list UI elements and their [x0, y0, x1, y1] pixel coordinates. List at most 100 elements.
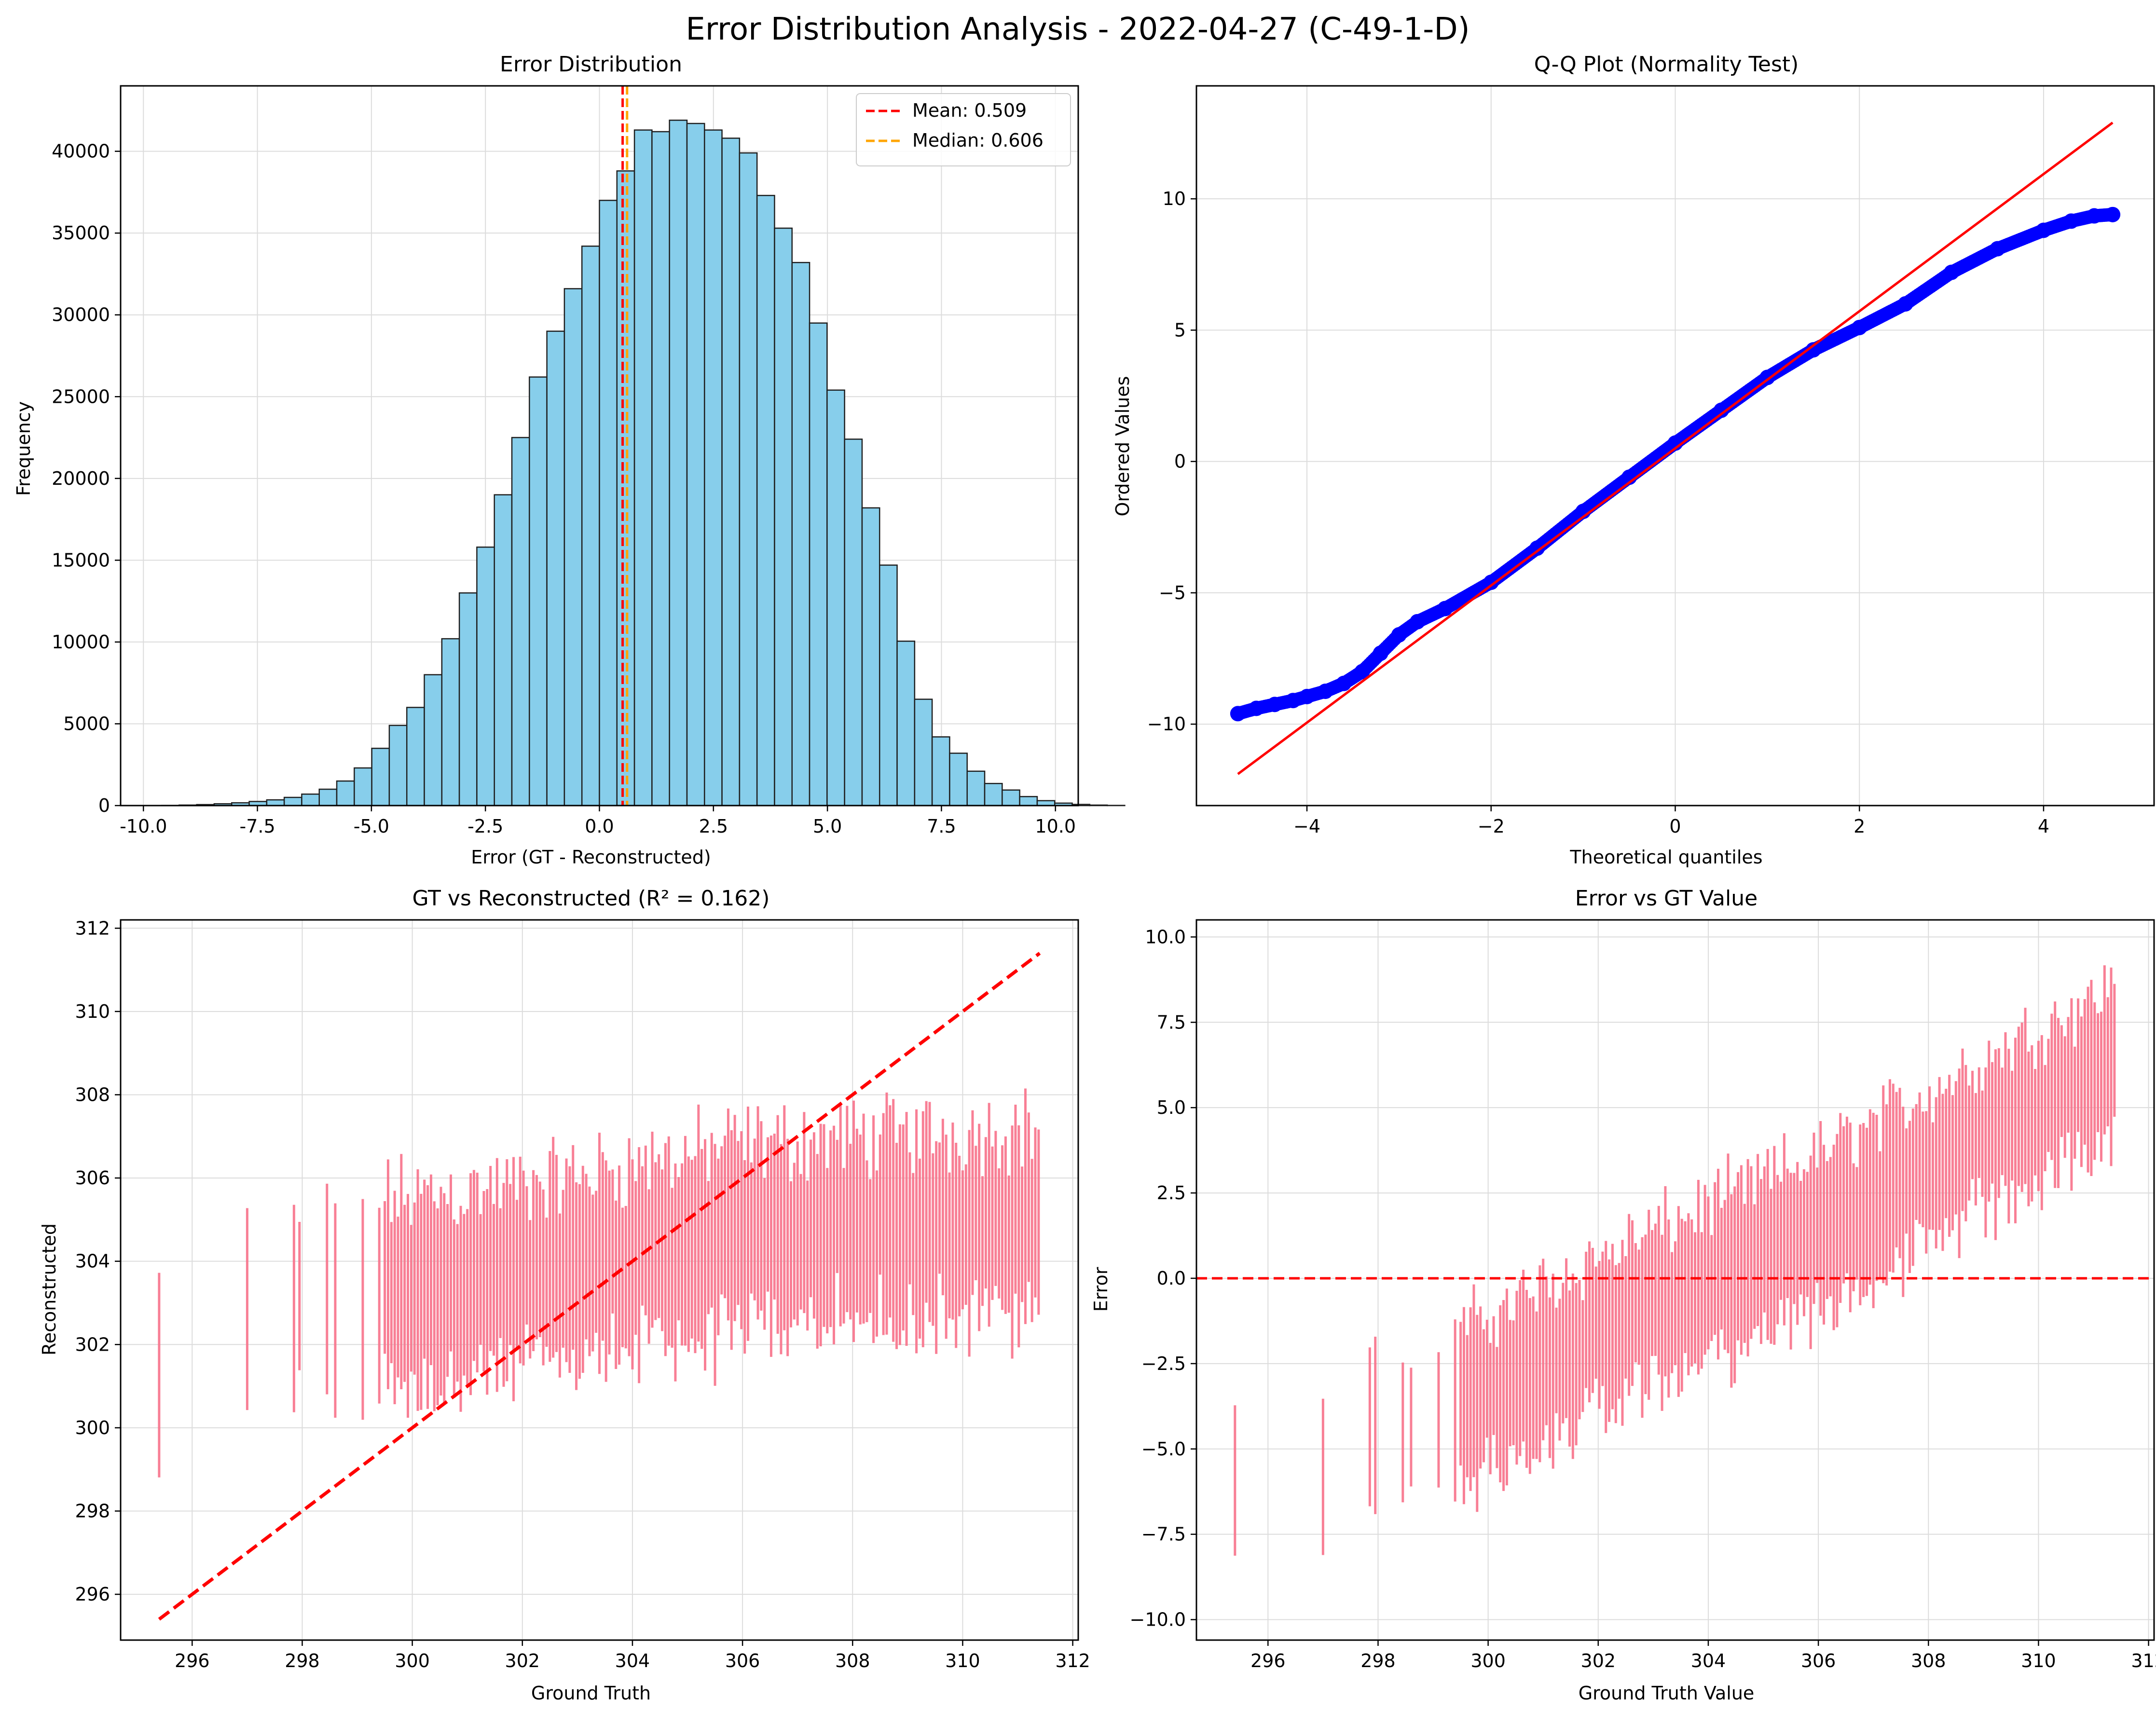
histogram-bar [458, 592, 478, 807]
gtrec-y-tick-label: 308 [75, 1084, 110, 1105]
histogram-bar [424, 674, 443, 807]
histogram-bar [616, 170, 635, 807]
x-axis-label-error: Error (GT - Reconstructed) [471, 847, 711, 868]
gtrec-x-tick-label: 300 [395, 1650, 430, 1671]
gtrec-y-tick-label: 304 [75, 1251, 110, 1272]
qq-x-tick-label: −2 [1478, 816, 1505, 837]
errgt-x-tick-label: 304 [1691, 1650, 1726, 1671]
errgt-series [1196, 965, 2154, 1556]
qq-plot-area: −4 −2 0 2 4 −10 −5 0 5 10 [1147, 85, 2155, 837]
qq-series [1230, 122, 2121, 775]
hist-y-tick-label: 20000 [52, 468, 110, 489]
errgt-y-tick-label: −2.5 [1141, 1353, 1186, 1374]
gt-vs-reconstructed-plot-area: 296 298 300 302 304 306 308 310 312 296 298 300 302 3… [75, 917, 1090, 1671]
gtrec-y-tick-label: 306 [75, 1167, 110, 1189]
identity-line [158, 952, 1041, 1621]
x-axis-label-ground-truth-value: Ground Truth Value [1579, 1683, 1755, 1704]
gtrec-x-tick-label: 304 [615, 1650, 650, 1671]
qq-point [1391, 627, 1407, 643]
errgt-x-tick-label: 302 [1581, 1650, 1616, 1671]
histogram-bar [529, 376, 548, 807]
hist-x-tick-label: -7.5 [239, 816, 275, 837]
hist-x-tick-label: 2.5 [699, 816, 728, 837]
histogram-bar [931, 736, 950, 807]
histogram-bar [721, 137, 741, 807]
histogram-bar [1089, 804, 1108, 807]
histogram-bar [826, 389, 845, 807]
histogram-bar [388, 725, 408, 807]
histogram-bar [266, 799, 285, 807]
histogram-bar [844, 438, 863, 807]
qq-point [1529, 540, 1545, 556]
hist-y-tick-label: 10000 [52, 631, 110, 653]
qq-point [1897, 296, 1913, 312]
histogram-bar [1036, 800, 1056, 807]
histogram-bar [476, 546, 495, 807]
hist-x-tick-label: -2.5 [467, 816, 503, 837]
y-axis-label-error: Error [1090, 1267, 1112, 1312]
histogram-bar [633, 129, 653, 807]
hist-y-tick-label: 25000 [52, 386, 110, 407]
hist-x-tick-label: 10.0 [1035, 816, 1076, 837]
gtrec-y-tick-label: 296 [75, 1584, 110, 1605]
histogram-bar [441, 638, 460, 807]
qq-x-tick-label: 2 [1854, 816, 1865, 837]
qq-point [2035, 222, 2051, 238]
hist-frame [120, 85, 1079, 807]
error-vs-gt-plot-area: 296 298 300 302 304 306 308 310 312 −10.0 −7.5 −5.0… [1130, 919, 2156, 1671]
x-axis-label-theoretical-quantiles: Theoretical quantiles [1569, 847, 1762, 868]
gtrec-y-tick-label: 298 [75, 1500, 110, 1521]
qq-fit-line [1237, 122, 2114, 775]
histogram-bar [1019, 796, 1038, 807]
qq-point [2086, 208, 2102, 224]
panel-title-qq-plot: Q-Q Plot (Normality Test) [1534, 52, 1799, 77]
qq-x-tick-label: 4 [2038, 816, 2049, 837]
hist-x-tick-label: 0.0 [585, 816, 614, 837]
qq-frame [1195, 85, 2155, 807]
qq-point [1249, 700, 1264, 716]
hist-y-tick-label: 5000 [63, 713, 110, 734]
gtrec-y-tick-label: 312 [75, 917, 110, 939]
gtrec-y-tick-label: 310 [75, 1001, 110, 1022]
panel-title-error-vs-gt: Error vs GT Value [1575, 886, 1758, 911]
histogram-bar [791, 261, 810, 807]
qq-point [1805, 342, 1821, 358]
qq-plot-panel: Q-Q Plot (Normality Test) Theoretical qu… [1112, 52, 2155, 868]
qq-y-tick-label: −10 [1147, 713, 1186, 735]
histogram-bar [669, 119, 688, 807]
errgt-x-tick-label: 296 [1250, 1650, 1286, 1671]
hist-x-tick-label: 5.0 [813, 816, 842, 837]
qq-point [1944, 264, 1960, 280]
histogram-bar [984, 782, 1003, 807]
qq-x-tick-label: −4 [1293, 816, 1320, 837]
qq-point [2063, 213, 2079, 229]
histogram-bar [861, 507, 880, 807]
histogram-bar [563, 288, 583, 807]
gtrec-x-tick-label: 308 [835, 1650, 870, 1671]
errgt-x-tick-label: 298 [1360, 1650, 1396, 1671]
histogram-bar [318, 788, 338, 807]
panel-title-error-distribution: Error Distribution [500, 52, 682, 77]
qq-point [1373, 645, 1388, 661]
errgt-y-tick-label: −5.0 [1141, 1438, 1186, 1460]
qq-point [1410, 614, 1426, 630]
qq-point [1483, 575, 1499, 590]
gtrec-x-tick-label: 310 [945, 1650, 980, 1671]
hist-y-tick-label: 35000 [52, 222, 110, 244]
gtrec-frame [120, 919, 1079, 1641]
errgt-y-tick-label: 5.0 [1157, 1097, 1186, 1118]
gtrec-x-tick-label: 298 [285, 1650, 320, 1671]
histogram-bar [1002, 789, 1020, 807]
qq-point [2105, 206, 2121, 222]
errgt-x-tick-label: 306 [1801, 1650, 1836, 1671]
histogram-bar [599, 200, 618, 807]
gtrec-x-tick-label: 296 [175, 1650, 210, 1671]
qq-point [1852, 319, 1868, 335]
errgt-x-tick-label: 300 [1470, 1650, 1506, 1671]
hist-x-tick-label: -5.0 [354, 816, 389, 837]
histogram-bar [949, 753, 968, 807]
histogram-bar [581, 246, 600, 807]
legend-label: Median: 0.606 [912, 130, 1044, 151]
error-distribution-panel: Error Distribution Error (GT - Reconstru… [13, 52, 1126, 868]
